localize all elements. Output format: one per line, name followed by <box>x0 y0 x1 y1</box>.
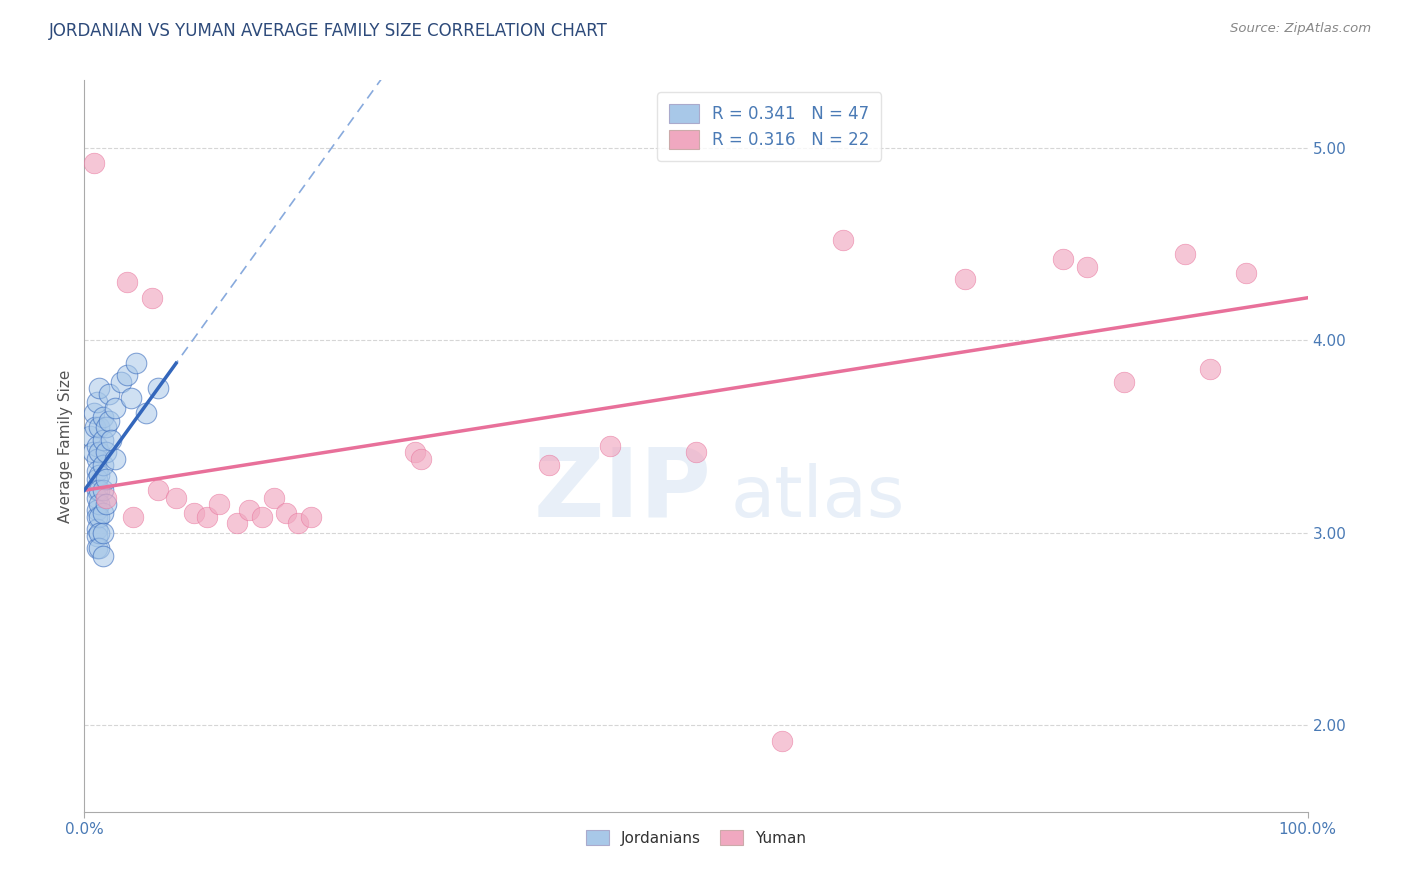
Point <box>141 291 163 305</box>
Point <box>120 391 142 405</box>
Point <box>86 529 108 543</box>
Point <box>770 733 793 747</box>
Point <box>104 401 127 415</box>
Point <box>96 491 118 505</box>
Point <box>83 156 105 170</box>
Point <box>87 510 110 524</box>
Text: ZIP: ZIP <box>534 443 711 536</box>
Point <box>83 406 105 420</box>
Point <box>165 491 187 505</box>
Point <box>1236 266 1258 280</box>
Point <box>110 376 132 390</box>
Point <box>84 419 107 434</box>
Point <box>409 452 432 467</box>
Point <box>87 467 110 482</box>
Point <box>831 233 853 247</box>
Point <box>87 381 110 395</box>
Point <box>87 444 110 458</box>
Text: Source: ZipAtlas.com: Source: ZipAtlas.com <box>1230 22 1371 36</box>
Text: atlas: atlas <box>731 463 905 532</box>
Point <box>96 472 118 486</box>
Point <box>1114 376 1136 390</box>
Point <box>146 483 169 498</box>
Point <box>953 271 976 285</box>
Point <box>263 491 285 505</box>
Point <box>87 419 110 434</box>
Point <box>86 541 108 555</box>
Point <box>91 483 114 498</box>
Point <box>685 444 707 458</box>
Point <box>91 410 114 425</box>
Point <box>97 414 120 428</box>
Point <box>86 491 108 505</box>
Point <box>250 510 273 524</box>
Point <box>86 472 108 486</box>
Point <box>87 497 110 511</box>
Point <box>238 502 260 516</box>
Point <box>208 497 231 511</box>
Point <box>135 406 157 420</box>
Point <box>1198 362 1220 376</box>
Point <box>91 434 114 448</box>
Point <box>146 381 169 395</box>
Point <box>79 429 101 443</box>
Point <box>115 276 138 290</box>
Point <box>86 394 108 409</box>
Point <box>122 510 145 524</box>
Point <box>87 483 110 498</box>
Point <box>226 516 249 530</box>
Point <box>276 507 298 521</box>
Point <box>91 507 114 521</box>
Legend: Jordanians, Yuman: Jordanians, Yuman <box>581 823 811 852</box>
Point <box>599 439 621 453</box>
Point <box>86 483 108 498</box>
Point <box>96 497 118 511</box>
Point <box>86 522 108 536</box>
Point <box>195 510 218 524</box>
Point <box>287 516 309 530</box>
Point <box>86 452 108 467</box>
Point <box>87 541 110 555</box>
Point <box>104 452 127 467</box>
Point <box>299 510 322 524</box>
Point <box>538 458 561 473</box>
Y-axis label: Average Family Size: Average Family Size <box>58 369 73 523</box>
Point <box>183 507 205 521</box>
Point <box>100 434 122 448</box>
Point <box>91 549 114 563</box>
Point <box>82 444 104 458</box>
Point <box>96 419 118 434</box>
Point <box>87 525 110 540</box>
Point <box>86 502 108 516</box>
Point <box>115 368 138 382</box>
Point <box>91 458 114 473</box>
Point <box>91 525 114 540</box>
Text: JORDANIAN VS YUMAN AVERAGE FAMILY SIZE CORRELATION CHART: JORDANIAN VS YUMAN AVERAGE FAMILY SIZE C… <box>49 22 607 40</box>
Point <box>1174 246 1197 260</box>
Point <box>86 464 108 478</box>
Point <box>86 510 108 524</box>
Point <box>404 444 426 458</box>
Point <box>125 356 148 370</box>
Point <box>96 444 118 458</box>
Point <box>1052 252 1074 267</box>
Point <box>1076 260 1098 274</box>
Point <box>86 439 108 453</box>
Point <box>97 387 120 401</box>
